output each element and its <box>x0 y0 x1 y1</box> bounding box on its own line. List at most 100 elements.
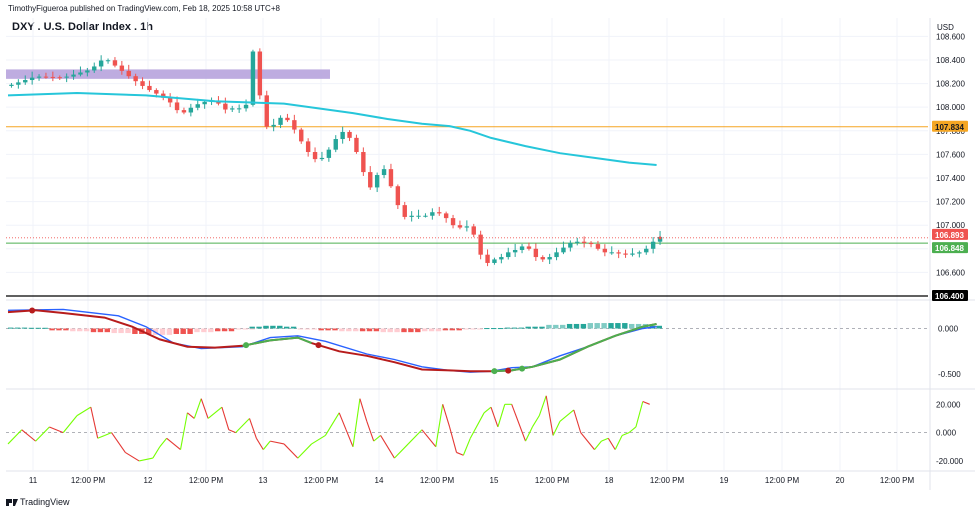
candle-body <box>609 252 614 254</box>
tradingview-icon <box>6 499 18 506</box>
osc-segment <box>380 435 395 459</box>
macd-histogram-bar <box>408 328 414 333</box>
candle-body <box>174 102 180 111</box>
macd-histogram-bar <box>97 328 104 333</box>
macd-histogram-bar <box>608 323 614 329</box>
candle-body <box>478 234 483 255</box>
moving-average <box>7 91 657 166</box>
osc-segment <box>635 401 644 428</box>
signal-rising-segment <box>242 336 312 347</box>
candle-body <box>167 97 173 103</box>
candle-body <box>299 129 304 142</box>
candle-body <box>181 110 187 113</box>
macd-histogram-bar <box>332 328 338 331</box>
candle <box>402 201 407 220</box>
candle-body <box>85 70 90 73</box>
candle <box>16 79 21 89</box>
candle-body <box>450 218 456 226</box>
time-axis: 11 12:00 PM 12 12:00 PM 13 12:00 PM 14 12:00 PM… <box>29 476 915 485</box>
macd-histogram-bar <box>159 328 166 335</box>
candle-body <box>312 152 318 160</box>
candle-body <box>616 252 621 254</box>
candle-body <box>381 169 387 176</box>
candle <box>285 113 290 122</box>
macd-histogram-bar <box>63 328 69 331</box>
macd-histogram-bar <box>470 328 476 330</box>
candle <box>188 103 194 117</box>
osc-segment <box>552 421 561 436</box>
osc-segment <box>490 406 499 428</box>
macd-histogram-bar <box>463 328 469 330</box>
tradingview-logo: TradingView <box>6 497 70 507</box>
price-badge-support: 106.848 <box>932 242 968 254</box>
candle-body <box>423 215 428 217</box>
macd-histogram-bar <box>194 328 200 333</box>
macd-histogram-bar <box>104 328 110 333</box>
candle <box>71 69 76 80</box>
price-tick-label: 107.400 <box>936 174 965 183</box>
macd-histogram-bar <box>270 325 276 329</box>
candle-body <box>533 248 539 258</box>
osc-segment <box>248 418 257 439</box>
osc-segment <box>166 437 181 451</box>
candle-body <box>57 77 62 79</box>
osc-segment <box>297 443 312 459</box>
candle-body <box>581 241 587 243</box>
time-tick-label: 12 <box>144 476 153 485</box>
candle-body <box>50 76 56 78</box>
osc-segment <box>111 432 126 453</box>
candle <box>167 93 173 108</box>
candle <box>492 257 497 265</box>
candle-body <box>140 81 145 86</box>
candle-body <box>547 257 552 260</box>
macd-histogram-bar <box>539 326 545 329</box>
crossover-dot <box>29 307 36 314</box>
time-tick-label: 14 <box>375 476 384 485</box>
macd-line <box>7 308 657 373</box>
candle <box>374 172 380 193</box>
candle-body <box>644 248 649 253</box>
macd-histogram-bar <box>21 327 28 329</box>
candle <box>223 97 228 114</box>
price-badge-label: 106.848 <box>935 244 964 253</box>
candle-body <box>575 241 580 243</box>
osc-segment <box>21 429 36 442</box>
osc-segment <box>628 426 637 434</box>
osc-segment <box>614 435 623 450</box>
macd-histogram-bar <box>42 327 48 329</box>
osc-segment <box>311 434 326 445</box>
crossover-dot <box>519 365 526 372</box>
osc-segment <box>179 412 188 450</box>
candle <box>105 58 111 64</box>
candle-body <box>154 90 159 94</box>
candle <box>36 74 42 81</box>
candle <box>305 138 311 157</box>
osc-segment <box>559 409 575 422</box>
candle <box>126 64 131 79</box>
macd-histogram-bar <box>242 328 248 330</box>
candle <box>78 66 83 77</box>
osc-segment <box>442 404 451 428</box>
price-tick-label: 108.400 <box>936 56 965 65</box>
crossover-dot <box>491 368 498 375</box>
macd-histogram-bar <box>297 328 304 330</box>
candle <box>98 55 104 72</box>
brand-name: TradingView <box>20 497 70 507</box>
macd-histogram-bar <box>304 328 311 330</box>
price-badge-bg <box>932 228 968 240</box>
macd-histogram-bar <box>477 328 483 330</box>
candle <box>575 237 580 246</box>
macd-histogram-bar <box>56 328 62 331</box>
candle-body <box>368 172 373 188</box>
price-badge-bg <box>932 242 968 254</box>
osc-segment <box>580 432 595 450</box>
candle <box>381 165 387 179</box>
osc-segment <box>525 426 533 442</box>
price-badge-baseline: 106.400 <box>932 290 968 301</box>
candle <box>174 96 180 114</box>
candle-body <box>602 248 608 253</box>
macd-histogram-bar <box>277 326 283 329</box>
candle <box>340 126 345 144</box>
candle <box>581 236 587 248</box>
osc-segment <box>435 404 444 447</box>
